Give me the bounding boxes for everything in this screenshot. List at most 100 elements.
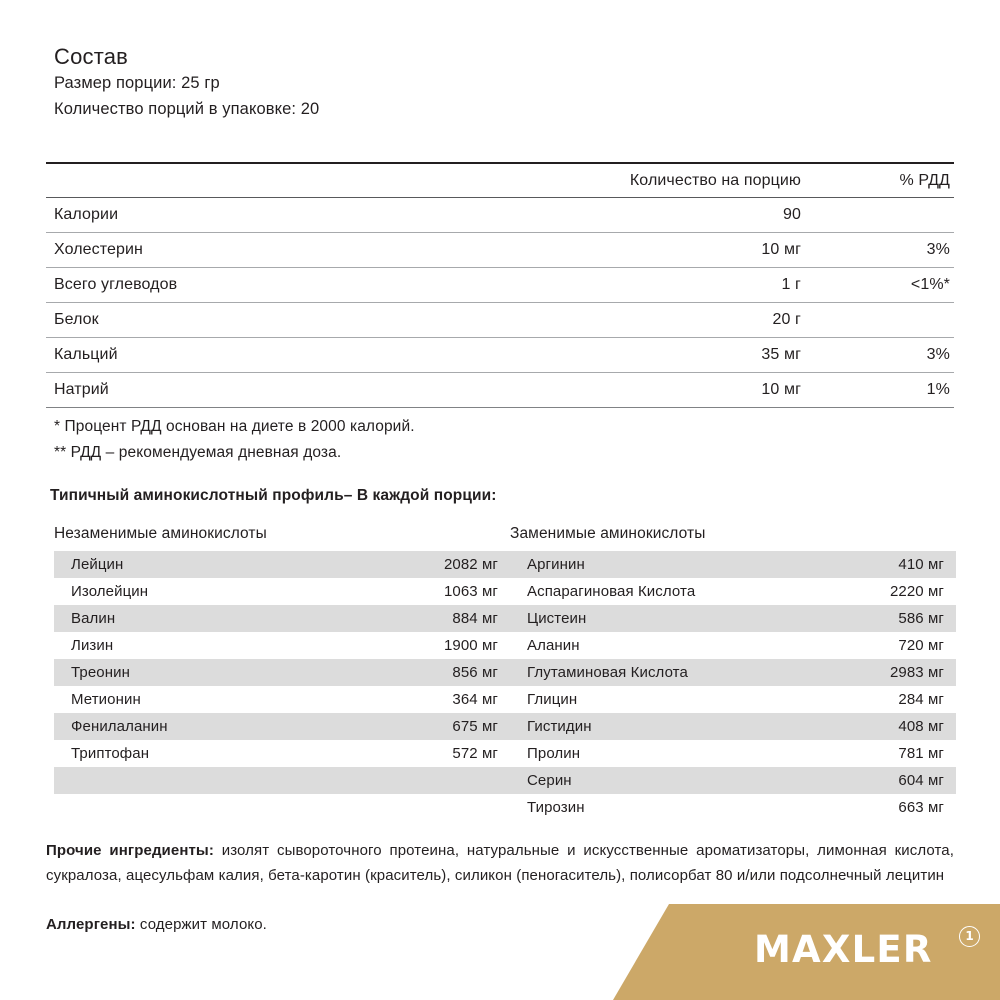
nutrition-row-name: Кальций	[46, 337, 566, 373]
allergens-label: Аллергены:	[46, 916, 136, 933]
amino-acid-name	[54, 767, 354, 794]
amino-acid-name: Валин	[54, 605, 354, 632]
table-row: Холестерин 10 мг 3%	[46, 232, 954, 268]
footnote-dv-definition: ** РДД – рекомендуемая дневная доза.	[54, 444, 342, 461]
amino-acid-name: Аланин	[527, 637, 580, 654]
nutrition-row-name: Холестерин	[46, 232, 566, 268]
nutrition-table-body: Калории 90 Холестерин 10 мг 3% Всего угл…	[46, 197, 954, 408]
other-ingredients-text: изолят сывороточного протеина, натуральн…	[46, 842, 954, 884]
amino-acid-value: 364 мг	[452, 691, 498, 708]
table-row: Натрий 10 мг 1%	[46, 372, 954, 408]
list-item: Глицин 284 мг	[510, 686, 956, 713]
amino-acid-value: 408 мг	[800, 713, 956, 740]
amino-acid-value: 1900 мг	[443, 637, 498, 654]
list-item: Лизин 1900 мг	[54, 632, 510, 659]
amino-acid-name: Глутаминовая Кислота	[510, 659, 800, 686]
amino-acid-value: 856 мг	[354, 659, 510, 686]
amino-acid-name: Аспарагиновая Кислота	[527, 583, 696, 600]
amino-acid-value: 720 мг	[898, 637, 944, 654]
table-row: Калории 90	[46, 197, 954, 233]
other-ingredients-paragraph: Прочие ингредиенты: изолят сывороточного…	[46, 838, 954, 888]
brand-logo: MAXLER 1	[606, 904, 1000, 1000]
nutrition-row-name: Белок	[46, 302, 566, 338]
list-item: Треонин 856 мг	[54, 659, 510, 686]
amino-acid-value: 2082 мг	[354, 551, 510, 578]
nutrition-row-amount: 10 мг	[566, 232, 809, 268]
page-title: Состав	[54, 44, 129, 69]
amino-acid-name: Лейцин	[54, 551, 354, 578]
brand-name: MAXLER	[754, 928, 933, 971]
nutrition-col-header-amount: Количество на порцию	[566, 164, 809, 198]
amino-acid-name: Изолейцин	[71, 583, 149, 600]
list-item: Лейцин 2082 мг	[54, 551, 510, 578]
list-item: Гистидин 408 мг	[510, 713, 956, 740]
amino-acid-value: 663 мг	[898, 799, 944, 816]
bottom-text-block: Прочие ингредиенты: изолят сывороточного…	[46, 838, 954, 936]
amino-acid-value: 284 мг	[898, 691, 944, 708]
table-row: Кальций 35 мг 3%	[46, 337, 954, 373]
list-item: Аланин 720 мг	[510, 632, 956, 659]
amino-acid-value: 410 мг	[800, 551, 956, 578]
table-row: Белок 20 г	[46, 302, 954, 338]
amino-acid-value	[354, 767, 510, 794]
amino-acid-value: 781 мг	[898, 745, 944, 762]
amino-acid-value: 586 мг	[800, 605, 956, 632]
nutrition-row-name: Всего углеводов	[46, 267, 566, 303]
essential-amino-acids-title: Незаменимые аминокислоты	[54, 525, 267, 542]
essential-amino-acids-table: Незаменимые аминокислоты Лейцин 2082 мг …	[54, 524, 510, 794]
list-item: Валин 884 мг	[54, 605, 510, 632]
header-block: Состав Размер порции: 25 гр Количество п…	[54, 44, 954, 122]
amino-acid-name: Фенилаланин	[54, 713, 354, 740]
nutrition-row-dv	[809, 197, 954, 233]
nutrition-row-dv: 3%	[809, 232, 954, 268]
list-item: Фенилаланин 675 мг	[54, 713, 510, 740]
amino-acid-name: Гистидин	[510, 713, 800, 740]
nutrition-row-name: Калории	[46, 197, 566, 233]
amino-acid-value: 572 мг	[452, 745, 498, 762]
amino-acid-name: Пролин	[527, 745, 581, 762]
servings-per-container-line: Количество порций в упаковке: 20	[54, 100, 320, 118]
list-item: Изолейцин 1063 мг	[54, 578, 510, 605]
allergens-paragraph: Аллергены: содержит молоко.	[46, 914, 954, 936]
amino-acid-name: Лизин	[71, 637, 114, 654]
amino-acid-name: Глицин	[527, 691, 578, 708]
nutrition-col-header-dv: % РДД	[809, 164, 954, 198]
list-item-empty	[54, 767, 510, 794]
nonessential-amino-acids-title: Заменимые аминокислоты	[510, 525, 706, 542]
nutrition-row-amount: 1 г	[566, 267, 809, 303]
serving-size-line: Размер порции: 25 гр	[54, 74, 220, 92]
table-row: Всего углеводов 1 г <1%*	[46, 267, 954, 303]
list-item: Триптофан 572 мг	[54, 740, 510, 767]
amino-acid-name: Цистеин	[510, 605, 800, 632]
amino-acid-name: Аргинин	[510, 551, 800, 578]
list-item: Глутаминовая Кислота 2983 мг	[510, 659, 956, 686]
nutrition-row-amount: 35 мг	[566, 337, 809, 373]
list-item: Метионин 364 мг	[54, 686, 510, 713]
list-item: Аргинин 410 мг	[510, 551, 956, 578]
brand-logo-shape	[613, 904, 1000, 1000]
nutrition-row-amount: 90	[566, 197, 809, 233]
nutrition-col-header-name	[46, 164, 566, 198]
nutrition-facts-table: Количество на порцию % РДД Калории 90 Хо…	[46, 162, 954, 408]
amino-acid-name: Тирозин	[527, 799, 585, 816]
nutrition-row-amount: 10 мг	[566, 372, 809, 408]
list-item: Серин 604 мг	[510, 767, 956, 794]
amino-acid-value: 884 мг	[354, 605, 510, 632]
list-item: Цистеин 586 мг	[510, 605, 956, 632]
amino-profile-heading: Типичный аминокислотный профиль– В каждо…	[50, 487, 497, 504]
amino-acid-value: 604 мг	[800, 767, 956, 794]
list-item: Пролин 781 мг	[510, 740, 956, 767]
amino-acid-value: 2220 мг	[889, 583, 944, 600]
amino-acid-name: Метионин	[71, 691, 141, 708]
list-item: Аспарагиновая Кислота 2220 мг	[510, 578, 956, 605]
footnotes-block: * Процент РДД основан на диете в 2000 ка…	[54, 414, 914, 466]
footnote-dv-basis: * Процент РДД основан на диете в 2000 ка…	[54, 418, 415, 435]
amino-acid-value: 2983 мг	[800, 659, 956, 686]
nutrition-header-row: Количество на порцию % РДД	[46, 164, 954, 198]
nutrition-row-dv: <1%*	[809, 267, 954, 303]
amino-acid-value: 1063 мг	[443, 583, 498, 600]
nutrition-row-amount: 20 г	[566, 302, 809, 338]
amino-acid-name: Триптофан	[71, 745, 150, 762]
registered-trademark-icon: 1	[959, 926, 980, 947]
